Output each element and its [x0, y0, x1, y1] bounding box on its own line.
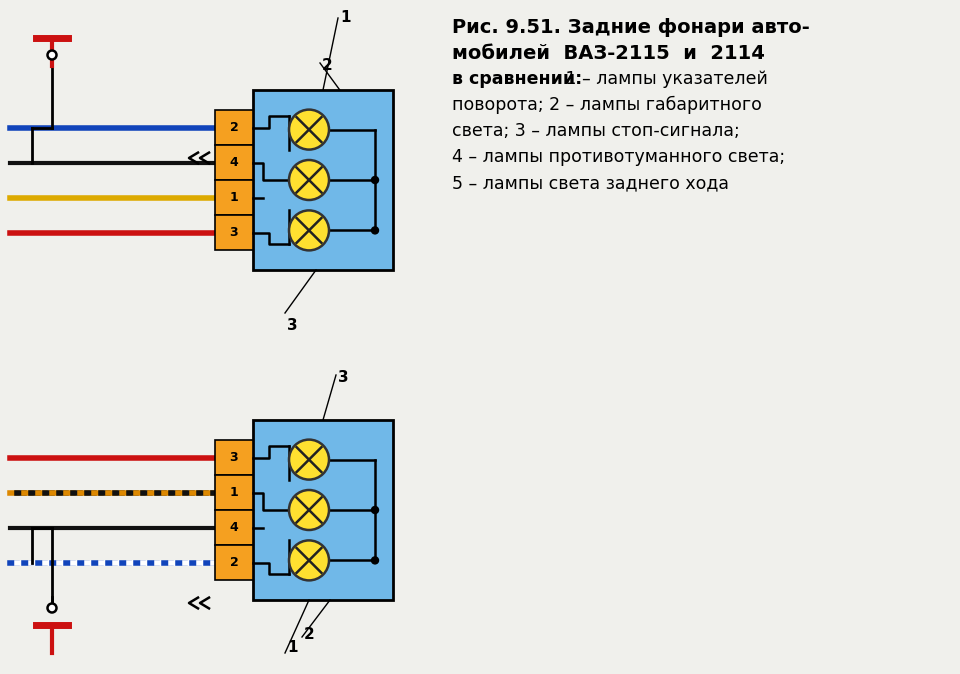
Text: 3: 3: [287, 318, 298, 333]
Text: 3: 3: [229, 451, 238, 464]
Bar: [215, 180, 253, 215]
Text: 5 – лампы света заднего хода: 5 – лампы света заднего хода: [452, 174, 729, 192]
Text: 1: 1: [229, 191, 238, 204]
Bar: [253, 90, 393, 270]
Circle shape: [289, 541, 329, 580]
Text: 1: 1: [340, 10, 350, 25]
Bar: [253, 420, 393, 600]
Text: 2: 2: [229, 121, 238, 134]
Circle shape: [289, 160, 329, 200]
Bar: [215, 215, 253, 250]
Text: 3: 3: [229, 226, 238, 239]
Circle shape: [372, 557, 378, 564]
Text: 1 – лампы указателей: 1 – лампы указателей: [560, 70, 768, 88]
Circle shape: [47, 603, 57, 613]
Text: света; 3 – лампы стоп-сигнала;: света; 3 – лампы стоп-сигнала;: [452, 122, 740, 140]
Text: 2: 2: [304, 627, 315, 642]
Text: мобилей  ВАЗ-2115  и  2114: мобилей ВАЗ-2115 и 2114: [452, 44, 765, 63]
Bar: [215, 510, 253, 545]
Circle shape: [372, 177, 378, 183]
Circle shape: [289, 439, 329, 480]
Bar: [215, 545, 253, 580]
Circle shape: [289, 490, 329, 530]
Text: 2: 2: [229, 556, 238, 569]
Circle shape: [47, 51, 57, 59]
Bar: [215, 475, 253, 510]
Bar: [215, 440, 253, 475]
Text: поворота; 2 – лампы габаритного: поворота; 2 – лампы габаритного: [452, 96, 762, 114]
Circle shape: [372, 506, 378, 514]
Text: 1: 1: [287, 640, 298, 655]
Circle shape: [289, 110, 329, 150]
Circle shape: [372, 227, 378, 234]
Text: 4: 4: [229, 156, 238, 169]
Text: 2: 2: [322, 58, 333, 73]
Text: Рис. 9.51. Задние фонари авто-: Рис. 9.51. Задние фонари авто-: [452, 18, 809, 37]
Text: 1: 1: [229, 486, 238, 499]
Circle shape: [289, 210, 329, 251]
Text: 4: 4: [229, 521, 238, 534]
Bar: [215, 110, 253, 145]
Text: в сравнении:: в сравнении:: [452, 70, 583, 88]
Text: 3: 3: [338, 370, 348, 385]
Text: 4 – лампы противотуманного света;: 4 – лампы противотуманного света;: [452, 148, 785, 166]
Bar: [215, 145, 253, 180]
